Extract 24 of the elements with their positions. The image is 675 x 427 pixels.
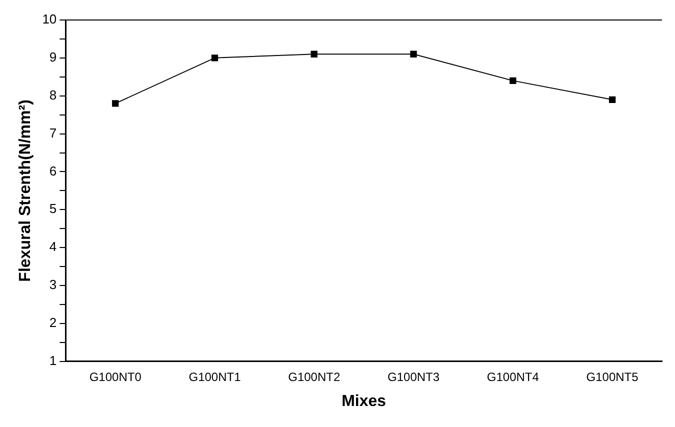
y-tick-label: 6 [49,163,57,178]
y-tick-label: 5 [49,201,57,216]
point [310,50,318,58]
x-tick-label: G100NT2 [288,370,340,384]
y-tick-label: 10 [42,12,57,27]
y-tick-label: 8 [49,87,57,102]
point [112,100,119,107]
point [510,77,516,84]
y-tick-label: 2 [49,315,57,330]
x-tick-label: G100NT5 [586,370,639,384]
y-tick-label: 4 [49,239,57,254]
x-tick-label: G100NT3 [388,370,440,384]
y-tick-label: 3 [49,277,57,292]
x-tick-label: G100NT0 [89,370,142,384]
x-axis-title: Mixes [342,392,386,410]
point [608,96,616,103]
x-tick-label: G100NT4 [486,370,540,384]
x-tick-label: G100NT1 [188,370,242,384]
y-tick-label: 1 [49,352,57,368]
y-tick-label: 7 [49,125,57,140]
y-axis-title: Flexural Strenth(N/mm²) [17,100,34,282]
point [211,54,218,62]
y-tick-label: 9 [49,50,57,65]
point [410,50,417,58]
